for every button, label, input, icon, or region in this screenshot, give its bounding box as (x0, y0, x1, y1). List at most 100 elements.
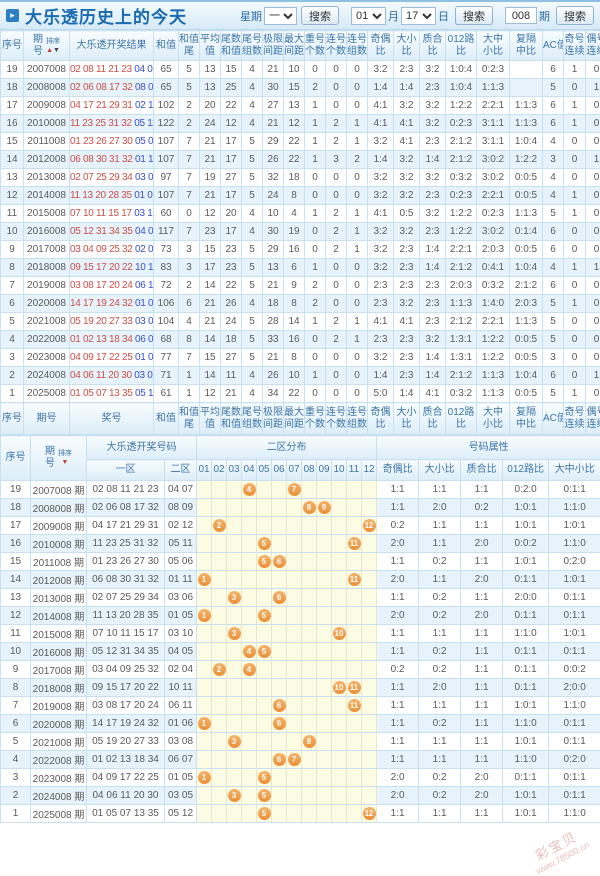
issue-search-button[interactable]: 搜索 (556, 6, 594, 25)
dist-cell: 5 (257, 535, 272, 553)
watermark: 彩宝贝 www.78500.cn (526, 823, 591, 876)
seq-cell: 6 (1, 295, 24, 313)
issue-cell: 2020008 期 (31, 715, 87, 733)
back-numbers: 06 07 (135, 334, 153, 345)
dist-cell (317, 535, 332, 553)
stat-cell: 0:0:5 (510, 241, 543, 259)
column-header: 连号个数 (326, 31, 347, 61)
attr-cell: 2:0 (461, 535, 503, 553)
dist-cell (347, 625, 362, 643)
day-select[interactable]: 17 (401, 7, 436, 25)
dist-cell (317, 589, 332, 607)
attr-cell: 1:0:1 (503, 787, 549, 805)
column-header: 奇偶比 (368, 403, 394, 435)
stat-cell: 3:2 (368, 169, 394, 187)
dist-cell (197, 499, 212, 517)
date-search-button[interactable]: 搜索 (455, 6, 493, 25)
attr-cell: 1:1 (419, 625, 461, 643)
attr-cell: 0:2:0 (549, 553, 600, 571)
stat-cell: 2 (326, 331, 347, 349)
stat-cell: 2:0:3 (446, 277, 477, 295)
attr-cell: 2:0 (461, 607, 503, 625)
dist-cell (212, 571, 227, 589)
sort-control[interactable]: 排序▲▼ (46, 38, 60, 54)
stat-cell: 0 (305, 169, 326, 187)
ball: 6 (273, 717, 286, 730)
issue-cell: 2017008 期 (31, 661, 87, 679)
dist-cell (257, 733, 272, 751)
dist-cell (302, 751, 317, 769)
dist-column-header: 05 (257, 460, 272, 481)
month-select[interactable]: 01 (351, 7, 386, 25)
dist-cell (287, 643, 302, 661)
sort-desc-icon[interactable]: ▼ (53, 47, 60, 54)
stat-cell: 7 (179, 187, 200, 205)
result-cell: 03 08 17 20 24 06 11 (70, 277, 154, 295)
issue-input[interactable] (505, 7, 537, 24)
dist-cell: 1 (197, 571, 212, 589)
stat-cell: 5 (242, 259, 263, 277)
ball: 3 (228, 591, 241, 604)
attr-cell: 2:0 (377, 787, 419, 805)
week-search-button[interactable]: 搜索 (301, 6, 339, 25)
dist-cell (272, 643, 287, 661)
attr-cell: 2:0:0 (503, 589, 549, 607)
column-header: 期号排序▲▼ (24, 31, 70, 61)
week-select[interactable]: 一 (264, 7, 297, 25)
stat-cell: 2:2:1 (446, 241, 477, 259)
column-header: 复隔中比 (510, 31, 543, 61)
stat-cell: 107 (154, 151, 179, 169)
stat-cell: 2:3 (394, 367, 420, 385)
ball: 12 (363, 807, 376, 820)
front-numbers: 02 06 08 17 32 (70, 82, 133, 93)
stat-cell: 12 (200, 385, 221, 403)
stat-cell: 1 (586, 367, 600, 385)
back-numbers: 05 12 (135, 388, 153, 399)
sort-asc-icon[interactable]: ▲ (46, 47, 53, 54)
stat-cell: 1:4 (368, 367, 394, 385)
seq-cell: 9 (1, 661, 31, 679)
dist-cell (227, 751, 242, 769)
zone1-numbers: 04 06 11 20 30 (87, 787, 165, 805)
stat-cell: 1 (347, 223, 368, 241)
attr-cell: 1:1 (377, 589, 419, 607)
stat-cell: 34 (263, 385, 284, 403)
stat-cell: 5 (543, 79, 564, 97)
seq-cell: 1 (1, 385, 24, 403)
issue-cell: 2017008 (24, 241, 70, 259)
sort-control[interactable]: 排序▼ (58, 450, 72, 466)
dist-cell (317, 787, 332, 805)
result-cell: 01 02 13 18 34 06 07 (70, 331, 154, 349)
back-numbers: 05 06 (135, 136, 153, 147)
attr-cell: 1:1 (419, 805, 461, 823)
column-header: 连号组数 (347, 403, 368, 435)
dist-cell (227, 481, 242, 499)
stat-cell: 26 (221, 295, 242, 313)
dist-cell (362, 661, 377, 679)
column-header: 奇号连续 (564, 31, 586, 61)
column-header: 重号个数 (305, 403, 326, 435)
seq-cell: 19 (1, 61, 24, 79)
issue-cell: 2009008 (24, 97, 70, 115)
stat-cell: 3:0:2 (477, 151, 510, 169)
stat-cell: 0:3:2 (446, 169, 477, 187)
stat-cell: 24 (263, 187, 284, 205)
sort-icon[interactable]: ▼ (62, 459, 69, 466)
dist-cell (302, 715, 317, 733)
dist-cell: 1 (197, 607, 212, 625)
ball: 6 (273, 753, 286, 766)
seq-cell: 8 (1, 259, 24, 277)
dist-cell (242, 715, 257, 733)
dist-cell (257, 499, 272, 517)
dist-cell: 6 (272, 715, 287, 733)
stat-cell: 1:1:3 (510, 313, 543, 331)
ball: 11 (348, 573, 361, 586)
issue-cell: 2018008 期 (31, 679, 87, 697)
stat-cell: 1:4:0 (477, 295, 510, 313)
dist-cell (332, 661, 347, 679)
attr-cell: 1:1 (461, 751, 503, 769)
dist-cell (272, 481, 287, 499)
